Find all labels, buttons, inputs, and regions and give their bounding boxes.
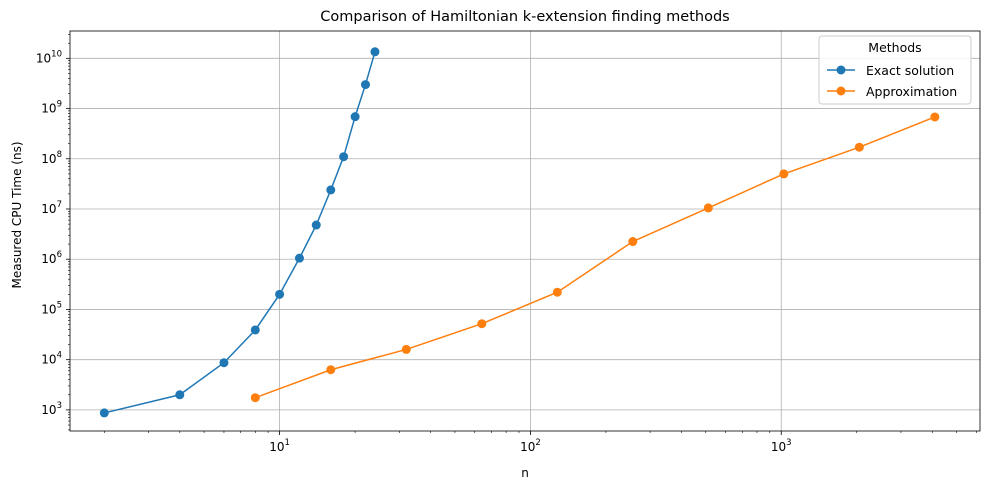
data-point-exact-solution [99,408,109,418]
data-point-approximation [854,142,864,152]
data-point-exact-solution [360,80,370,90]
legend-marker-exact [836,65,846,75]
data-point-exact-solution [339,152,349,162]
legend-box [818,35,972,105]
data-point-approximation [326,365,336,375]
y-tick-label: 1010 [36,49,62,65]
y-tick-label: 104 [41,351,62,367]
data-point-approximation [703,203,713,213]
data-point-exact-solution [175,390,185,400]
data-point-approximation [477,319,487,329]
y-tick-label: 107 [41,200,62,216]
data-point-exact-solution [370,47,380,57]
data-point-approximation [628,237,638,247]
x-tick-label: 101 [269,438,290,454]
chart-title: Comparison of Hamiltonian k-extension fi… [320,9,729,25]
data-point-exact-solution [294,253,304,263]
x-tick-label: 103 [771,438,792,454]
data-point-approximation [552,287,562,297]
data-point-exact-solution [350,112,360,122]
data-point-approximation [250,393,260,403]
series-line-approximation [255,116,936,399]
x-tick-label: 102 [520,438,541,454]
legend-marker-approximation [836,86,846,96]
y-tick-label: 106 [41,250,62,266]
y-tick-label: 109 [41,100,62,116]
legend-label-exact: Exact solution [866,63,954,78]
plot-area [99,47,940,418]
legend: Methods Exact solution Approximation [818,35,972,105]
data-point-approximation [779,169,789,179]
data-point-approximation [401,344,411,354]
data-point-exact-solution [219,358,229,368]
series-line-exact-solution [104,51,376,414]
y-axis-label: Measured CPU Time (ns) [10,141,24,288]
y-tick-label: 105 [41,300,62,316]
y-tick-label: 103 [41,401,62,417]
legend-title: Methods [868,40,921,55]
data-point-approximation [930,112,940,122]
y-tick-label: 108 [41,150,62,166]
data-point-exact-solution [275,289,285,299]
x-axis-label: n [521,466,529,480]
data-point-exact-solution [326,185,336,195]
axis-ticks: 101 102 103 103 104 105 106 107 108 109 1010 [36,49,792,454]
data-point-exact-solution [250,325,260,335]
plot-frame [69,30,981,432]
legend-label-approximation: Approximation [866,84,957,99]
data-point-exact-solution [311,220,321,230]
